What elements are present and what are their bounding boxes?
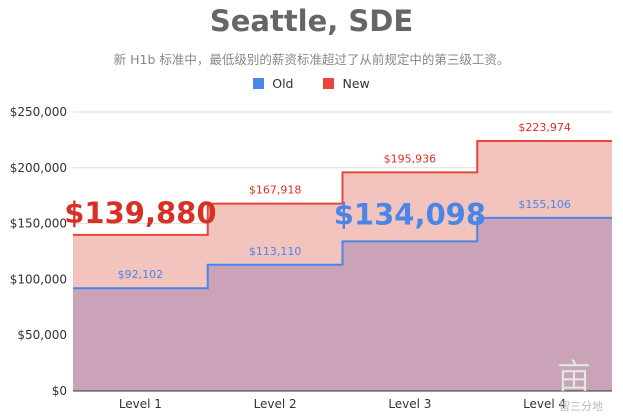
- y-tick-label: $200,000: [10, 161, 67, 175]
- series-new-data-label: $195,936: [384, 152, 437, 165]
- series-old-data-label: $92,102: [118, 268, 164, 281]
- watermark-logo-glyph: 亩: [557, 357, 591, 397]
- legend-swatch-new: [323, 78, 335, 89]
- series-new-line: [73, 140, 612, 236]
- chart-subtitle: 新 H1b 标准中，最低级别的薪资标准超过了从前规定中的第三级工资。: [113, 52, 510, 67]
- highlight-new-level1: $139,880: [64, 196, 216, 230]
- legend-item-new: New: [323, 76, 370, 91]
- series-old-line: [73, 216, 612, 290]
- legend-swatch-old: [253, 78, 265, 89]
- x-tick-label: Level 3: [388, 397, 431, 411]
- y-tick-label: $100,000: [10, 272, 67, 286]
- x-tick-label: Level 2: [254, 397, 297, 411]
- series-new-data-label: $223,974: [518, 121, 571, 134]
- y-tick-label: $0: [52, 384, 67, 398]
- legend-label-new: New: [342, 76, 370, 91]
- series-old-data-label: $155,106: [518, 198, 571, 211]
- highlight-old-level3: $134,098: [334, 197, 486, 231]
- x-tick-label: Level 4: [523, 397, 566, 411]
- y-tick-label: $250,000: [10, 105, 67, 119]
- chart-title: Seattle, SDE: [209, 4, 414, 38]
- series-old-data-label: $113,110: [249, 245, 302, 258]
- x-tick-label: Level 1: [119, 397, 162, 411]
- watermark-logo: 亩 留三分地: [557, 357, 603, 413]
- legend-label-old: Old: [272, 76, 294, 91]
- legend: Old New: [0, 76, 623, 91]
- watermark-text: 留三分地: [559, 400, 603, 413]
- series-old-area: [73, 217, 612, 391]
- legend-item-old: Old: [253, 76, 293, 91]
- y-tick-label: $50,000: [17, 328, 67, 342]
- series-new-data-label: $167,918: [249, 184, 302, 197]
- y-tick-label: $150,000: [10, 217, 67, 231]
